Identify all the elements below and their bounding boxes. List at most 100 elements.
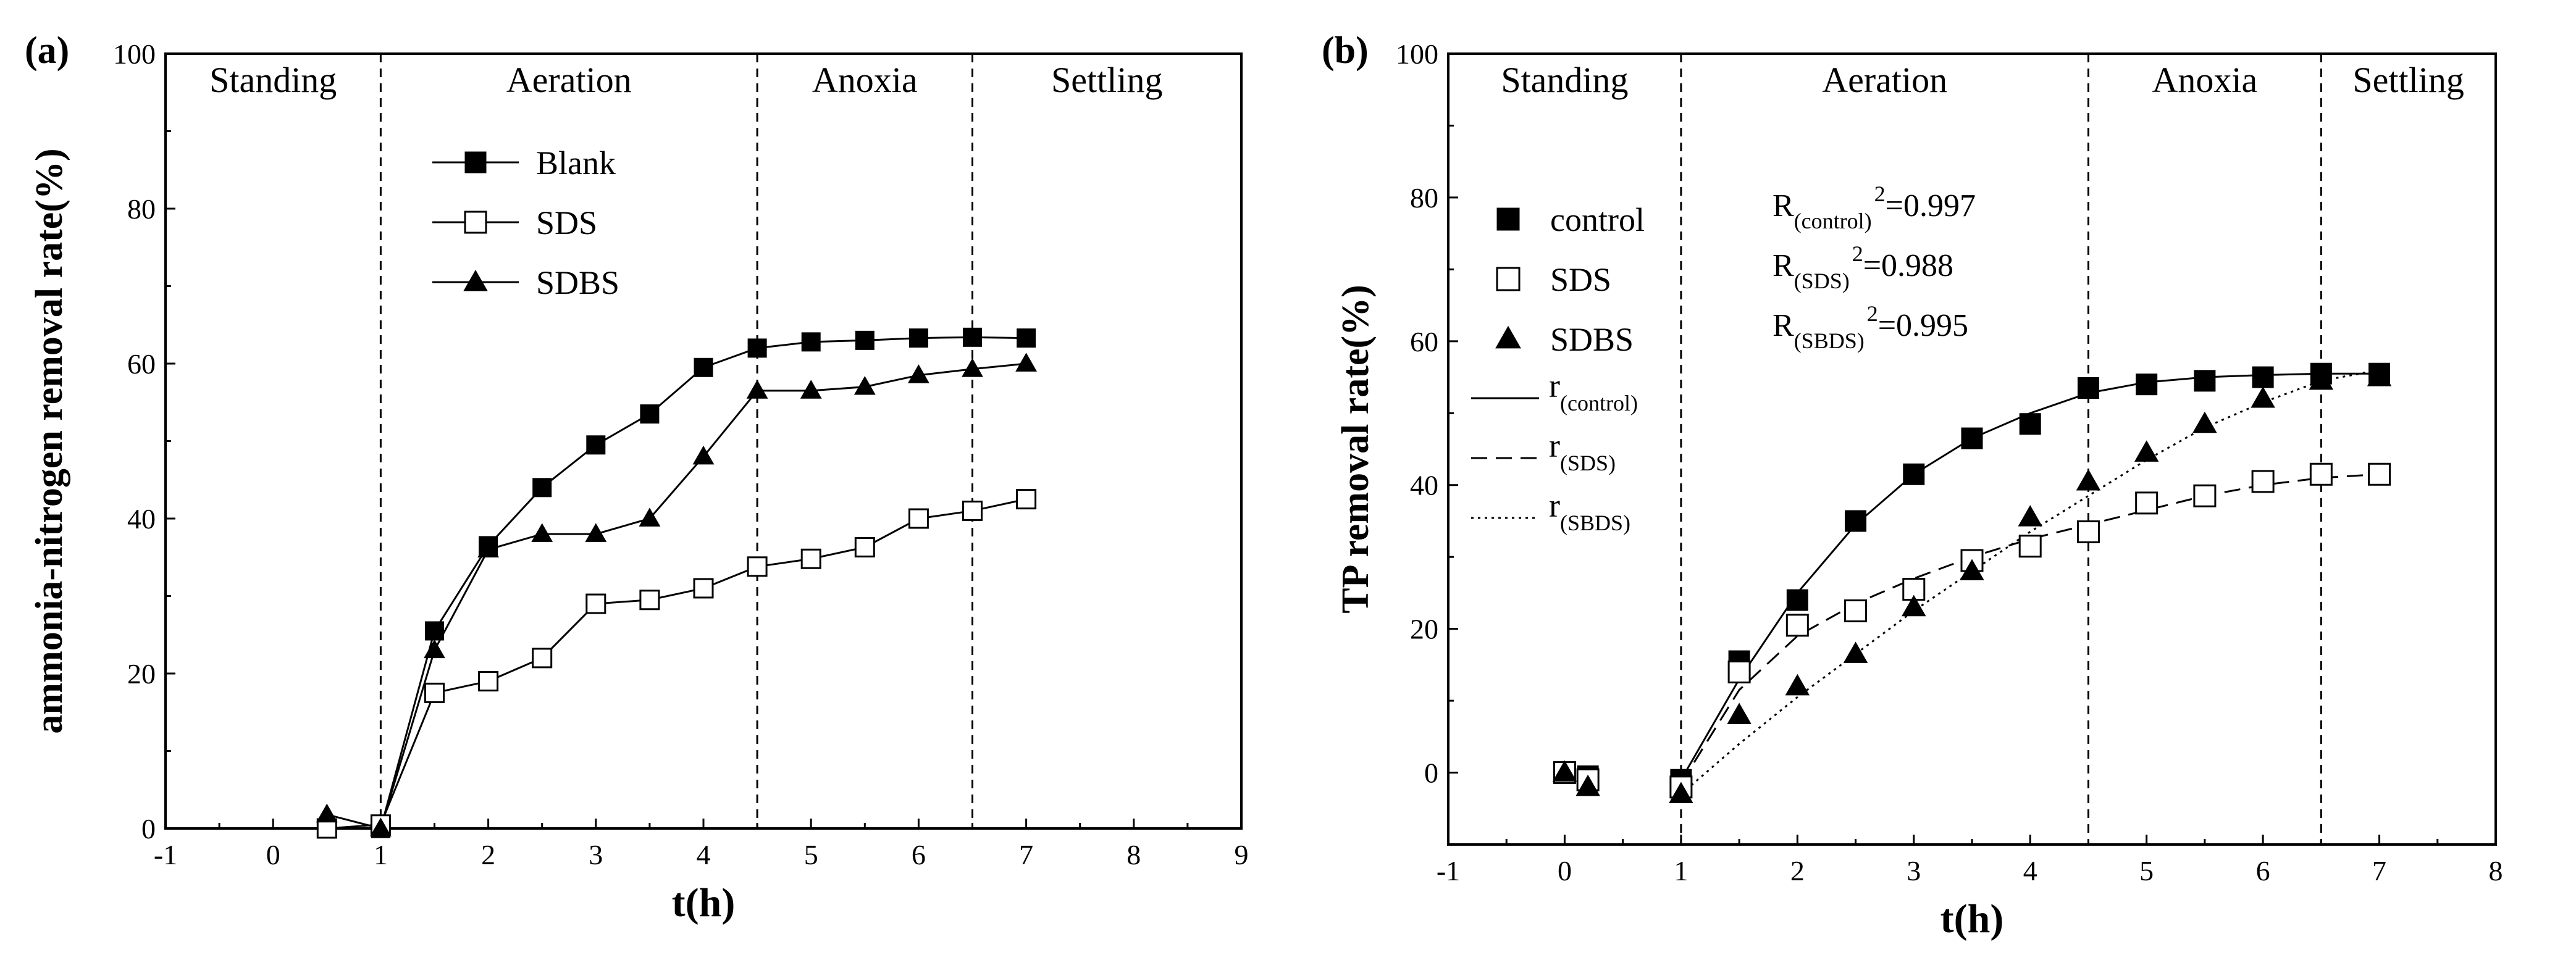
panel-b-x-tick-label-0: 0 (1558, 855, 1572, 886)
panel-a-point-sdbs (477, 538, 499, 558)
panel-b-phase-label-standing: Standing (1501, 60, 1628, 100)
panel-a-plot-frame (164, 52, 1243, 830)
panel-b-legend-label-r-sds: r(SDS) (1549, 427, 1616, 475)
panel-a-point-sdbs (854, 375, 876, 395)
panel-a-legend-marker-sds (464, 211, 487, 234)
panel-b-y-tick-label-80: 80 (1410, 182, 1438, 214)
panel-a-point-sdbs (746, 380, 768, 399)
panel-b-legend-marker-sdbs (1495, 325, 1521, 349)
panel-b-point-sdbs (2018, 505, 2042, 527)
panel-a-x-tick-label-5: 5 (804, 839, 818, 870)
panel-a-legend-label-sds: SDS (536, 204, 597, 241)
panel-b-y-tick-label-40: 40 (1410, 470, 1438, 501)
panel-a-point-blank (640, 404, 660, 424)
panel-b-x-tick-label-2: 2 (1790, 855, 1805, 886)
panel-b-x-tick-label-1: 1 (1674, 855, 1688, 886)
panel-a-legend: Blank SDS SDBS (432, 144, 619, 301)
panel-b-phase-label-settling: Settling (2352, 60, 2464, 100)
panel-a-x-tick-label-0: 0 (266, 839, 280, 870)
panel-a-legend-label-sdbs: SDBS (536, 264, 619, 301)
panel-b-legend-label-sdbs: SDBS (1550, 321, 1634, 358)
panel-a-phase-label-standing: Standing (209, 60, 337, 100)
panel-b-point-sdbs (1843, 641, 1868, 663)
panel-a-x-tick-label-7: 7 (1019, 839, 1033, 870)
panel-a-point-sdbs (800, 380, 822, 399)
panel-a-point-sds (747, 556, 768, 577)
panel-a-x-tick-label-4: 4 (697, 839, 711, 870)
panel-b-point-sds (2193, 484, 2217, 507)
panel-b-point-control (1961, 427, 1983, 449)
panel-b-point-sds (2368, 462, 2391, 486)
panel-a-point-blank (801, 332, 821, 352)
panel-b-point-sds (1727, 661, 1751, 684)
panel-a-point-sdbs (908, 364, 929, 383)
panel-a-point-sdbs (531, 523, 553, 542)
panel-b-phase-label-anoxia: Anoxia (2152, 60, 2258, 100)
panel-b-point-sdbs (1785, 674, 1810, 696)
panel-b-phase-label-aeration: Aeration (1822, 60, 1947, 100)
panel-a-x-tick-label-9: 9 (1235, 839, 1249, 870)
panel-b-fit-curve-r-sbds (1680, 369, 2380, 795)
panel-a-legend-label-blank: Blank (536, 144, 616, 181)
panel-b-legend-marker-control (1496, 207, 1520, 231)
panel-a-point-sdbs (639, 507, 661, 527)
panel-b-point-sdbs (2367, 365, 2392, 386)
panel-b-point-control (1903, 463, 1925, 485)
panel-a-y-tick-label-80: 80 (127, 193, 156, 225)
panel-a-series-line-sdbs (326, 362, 1026, 830)
panel-a-point-sds (908, 508, 929, 529)
panel-b-y-tick-label-0: 0 (1424, 757, 1438, 789)
panel-b-x-axis-label: t(h) (1940, 896, 2004, 941)
panel-a-x-tick-label-6: 6 (912, 839, 926, 870)
panel-b-point-sdbs (2134, 440, 2159, 462)
panel-a-x-tick-label-1: -1 (154, 839, 177, 870)
panel-b-annotation-r2-sds: R(SDS)2=0.988 (1773, 241, 1953, 293)
panel-b-point-sdbs (2192, 411, 2217, 433)
panel-a-point-sds (424, 682, 445, 703)
panel-a-x-axis-label: t(h) (672, 880, 736, 925)
panel-b-point-control (2252, 366, 2274, 388)
panel-b-point-sdbs (1575, 774, 1600, 796)
panel-b-point-sdbs (2309, 368, 2334, 390)
panel-b-point-sdbs (1960, 559, 1984, 581)
panel-a-y-tick-label-60: 60 (127, 348, 156, 380)
panel-a-point-sds (800, 548, 821, 569)
panel-b-x-tick-label-4: 4 (2023, 855, 2037, 886)
panel-a-legend-marker-blank (464, 151, 487, 173)
panel-a-point-blank (963, 327, 982, 347)
panel-a-point-sdbs (585, 523, 607, 542)
panel-a-series-line-blank (327, 336, 1026, 830)
panel-a-y-tick-label-40: 40 (127, 503, 156, 535)
panel-a-point-sds (639, 590, 660, 611)
panel-a-x-tick-label-8: 8 (1126, 839, 1141, 870)
panel-a-y-tick-label-20: 20 (127, 658, 156, 690)
panel-a-point-blank (1017, 328, 1036, 348)
panel-b-point-sds (2135, 491, 2159, 515)
panel-a-point-sdbs (692, 445, 715, 465)
panel-b-point-control (2194, 370, 2216, 392)
panel-a-x-tick-label-3: 3 (589, 839, 603, 870)
panel-b-point-sds (2309, 462, 2333, 486)
panel-a-point-sds (532, 648, 553, 669)
panel-b-point-sds (1785, 614, 1809, 637)
panel-b-y-axis-label: TP removal rate(%) (1335, 285, 1377, 614)
panel-b-legend: control SDS SDBS r(control) r(SDS) r(SBDS) (1471, 201, 1645, 535)
panel-a-point-blank (694, 357, 713, 377)
panel-a-point-blank (586, 435, 606, 455)
panel-b-x-tick-label-3: 3 (1907, 855, 1921, 886)
panel-b-point-control (2136, 373, 2158, 396)
panel-a-point-sdbs (962, 358, 983, 377)
panel-a-point-sdbs (370, 817, 392, 836)
panel-a-point-blank (532, 478, 552, 498)
panel-a-x-tick-label-1: 1 (374, 839, 388, 870)
panel-a-point-sds (693, 578, 714, 599)
panel-b-y-tick-label-100: 100 (1396, 38, 1438, 70)
panel-b-legend-label-control: control (1550, 201, 1645, 238)
panel-a-y-axis-label: ammonia-nitrogen removal rate(%) (28, 148, 70, 733)
panel-a-phase-label-aeration: Aeration (506, 60, 632, 100)
panel-b-point-sdbs (1902, 594, 1926, 617)
panel-b-y-tick-label-60: 60 (1410, 326, 1438, 357)
